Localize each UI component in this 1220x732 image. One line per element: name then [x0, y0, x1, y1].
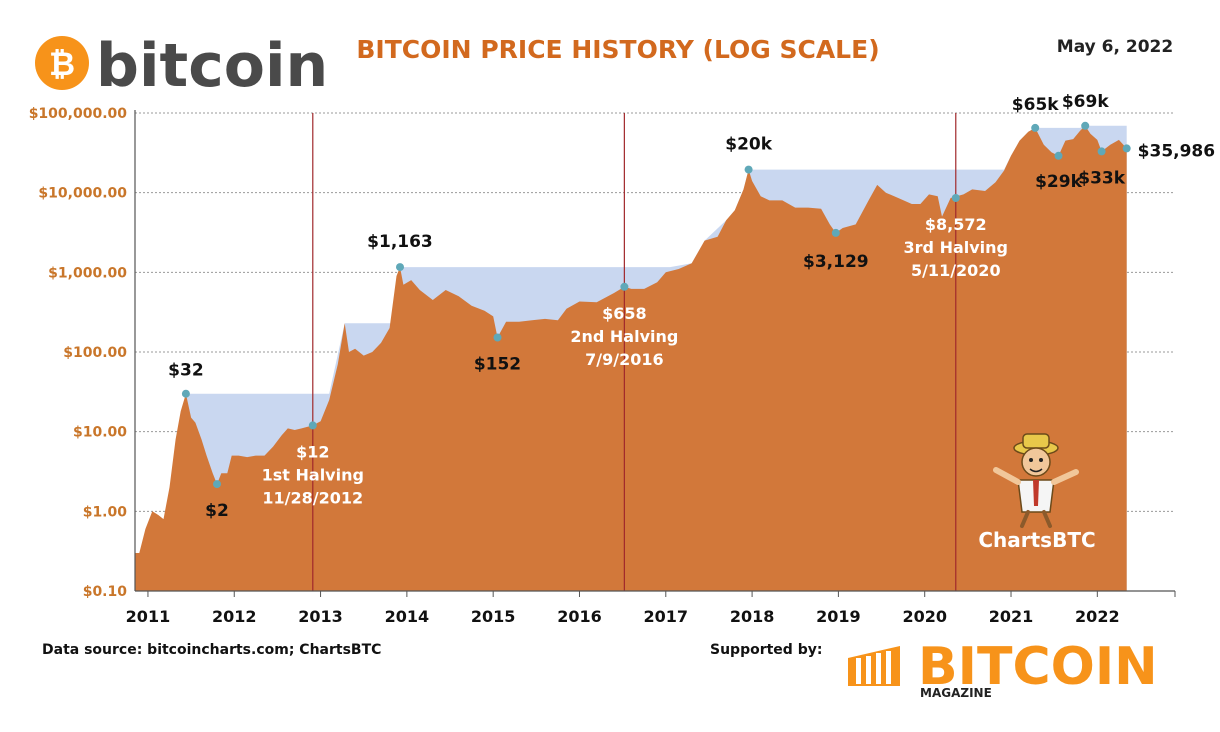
- mascot-icon: [993, 433, 1079, 528]
- annotation-label: $3,129: [803, 252, 869, 272]
- x-tick-label: 2013: [298, 607, 343, 626]
- x-tick-label: 2020: [902, 607, 947, 626]
- x-tick-label: 2017: [644, 607, 689, 626]
- x-tick-label: 2018: [730, 607, 775, 626]
- price-marker: [396, 263, 404, 272]
- data-source-note: Data source: bitcoincharts.com; ChartsBT…: [42, 642, 381, 658]
- halving-date-label: 7/9/2016: [585, 350, 663, 369]
- halving-event-label: 1st Halving: [262, 465, 364, 484]
- price-marker: [213, 480, 221, 489]
- chart-date: May 6, 2022: [1057, 37, 1173, 57]
- x-axis-ticks: 2011 2012 2013 2014 2015 2016 2017 2018 2019 2020…: [126, 591, 1176, 626]
- sponsor-name: BITCOIN: [918, 637, 1158, 697]
- y-tick-label: $0.10: [83, 584, 128, 600]
- price-marker: [181, 389, 190, 398]
- halving-date-label: 11/28/2012: [262, 488, 363, 507]
- price-marker: [308, 421, 317, 430]
- annotation-label: $1,163: [367, 232, 433, 252]
- annotation-label: $152: [474, 355, 521, 375]
- x-tick-label: 2019: [816, 607, 861, 626]
- price-marker: [1081, 121, 1090, 130]
- price-markers: [181, 121, 1131, 489]
- halving-labels: $12 1st Halving 11/28/2012 $658 2nd Halving 7…: [262, 215, 1008, 507]
- price-area: [135, 125, 1127, 592]
- bitcoin-logo-word: bitcoin: [96, 31, 328, 101]
- bitcoin-magazine-icon: [848, 646, 900, 686]
- x-tick-label: 2015: [471, 607, 516, 626]
- axes: [134, 110, 1175, 592]
- y-tick-label: $1.00: [83, 504, 128, 520]
- bitcoin-magazine-logo: BITCOIN MAGAZINE: [848, 637, 1158, 700]
- annotation-label: $33k: [1078, 168, 1125, 188]
- price-marker: [1097, 147, 1106, 156]
- x-tick-label: 2012: [212, 607, 257, 626]
- halving-lines: [312, 113, 957, 591]
- x-tick-label: 2022: [1075, 607, 1120, 626]
- bitcoin-logo: ₿ bitcoin: [35, 31, 328, 101]
- sponsor-sub: MAGAZINE: [920, 686, 992, 700]
- price-marker: [493, 333, 502, 342]
- y-tick-label: $10.00: [73, 425, 127, 441]
- price-marker: [620, 282, 629, 291]
- annotation-label: $29k: [1035, 172, 1082, 192]
- price-marker: [1122, 144, 1131, 153]
- annotation-label: $69k: [1062, 92, 1109, 112]
- y-tick-label: $1,000.00: [48, 265, 127, 281]
- halving-date-label: 5/11/2020: [911, 261, 1001, 280]
- price-marker: [951, 194, 960, 202]
- price-marker: [744, 165, 753, 174]
- x-tick-label: 2021: [989, 607, 1034, 626]
- supported-by-label: Supported by:: [710, 642, 822, 658]
- chartsbtc-watermark: ChartsBTC: [978, 433, 1096, 552]
- halving-event-label: 3rd Halving: [904, 238, 1008, 257]
- annotation-label: $65k: [1012, 95, 1059, 115]
- halving-value-label: $12: [296, 442, 329, 461]
- price-marker: [1031, 123, 1040, 132]
- y-tick-label: $100,000.00: [29, 106, 128, 122]
- bitcoin-logo-symbol: ₿: [49, 45, 75, 83]
- price-marker: [831, 228, 840, 237]
- x-tick-label: 2016: [557, 607, 602, 626]
- halving-value-label: $658: [602, 304, 647, 323]
- y-tick-label: $100.00: [63, 345, 127, 361]
- y-axis-ticks: $0.10 $1.00 $10.00 $100.00 $1,000.00 $10,000.…: [29, 106, 128, 600]
- annotation-label: $20k: [725, 135, 772, 155]
- watermark-text: ChartsBTC: [978, 528, 1095, 552]
- price-marker: [1054, 151, 1063, 160]
- annotation-label: $2: [205, 501, 229, 521]
- bitcoin-logo-icon: [35, 36, 89, 90]
- y-tick-label: $10,000.00: [38, 186, 127, 202]
- annotation-label: $32: [168, 361, 204, 381]
- halving-value-label: $8,572: [925, 215, 987, 234]
- halving-event-label: 2nd Halving: [570, 327, 678, 346]
- chart-title: BITCOIN PRICE HISTORY (LOG SCALE): [356, 35, 879, 64]
- annotation-label: $35,986: [1138, 141, 1215, 161]
- annotation-labels: $32 $2 $1,163 $152 $20k $3,129 $65k $29k $69k $33…: [168, 92, 1215, 521]
- x-tick-label: 2011: [126, 607, 171, 626]
- x-tick-label: 2014: [385, 607, 430, 626]
